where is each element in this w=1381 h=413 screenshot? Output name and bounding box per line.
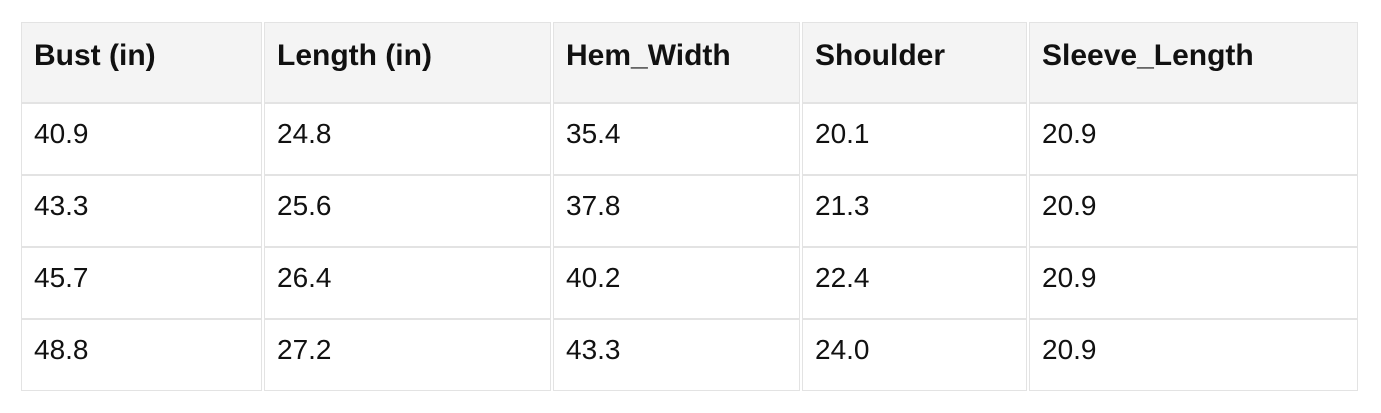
table-cell: 40.9 <box>21 103 262 175</box>
table-cell: 43.3 <box>553 319 800 391</box>
table-row: 45.7 26.4 40.2 22.4 20.9 <box>21 247 1358 319</box>
table-cell: 40.2 <box>553 247 800 319</box>
table-cell: 20.9 <box>1029 175 1358 247</box>
table-cell: 45.7 <box>21 247 262 319</box>
table-cell: 20.9 <box>1029 103 1358 175</box>
column-header-bust: Bust (in) <box>21 22 262 103</box>
table-cell: 27.2 <box>264 319 551 391</box>
table-cell: 26.4 <box>264 247 551 319</box>
column-header-sleeve-length: Sleeve_Length <box>1029 22 1358 103</box>
table-cell: 21.3 <box>802 175 1027 247</box>
table-cell: 20.1 <box>802 103 1027 175</box>
size-measurements-table: Bust (in) Length (in) Hem_Width Shoulder… <box>19 22 1360 391</box>
table-cell: 22.4 <box>802 247 1027 319</box>
table-cell: 25.6 <box>264 175 551 247</box>
table-cell: 20.9 <box>1029 247 1358 319</box>
table-cell: 35.4 <box>553 103 800 175</box>
table-cell: 24.8 <box>264 103 551 175</box>
table-row: 48.8 27.2 43.3 24.0 20.9 <box>21 319 1358 391</box>
table-row: 40.9 24.8 35.4 20.1 20.9 <box>21 103 1358 175</box>
column-header-shoulder: Shoulder <box>802 22 1027 103</box>
column-header-hem-width: Hem_Width <box>553 22 800 103</box>
table-cell: 43.3 <box>21 175 262 247</box>
table-cell: 20.9 <box>1029 319 1358 391</box>
page: Bust (in) Length (in) Hem_Width Shoulder… <box>0 22 1381 413</box>
table-cell: 37.8 <box>553 175 800 247</box>
table-cell: 24.0 <box>802 319 1027 391</box>
table-row: 43.3 25.6 37.8 21.3 20.9 <box>21 175 1358 247</box>
header-row: Bust (in) Length (in) Hem_Width Shoulder… <box>21 22 1358 103</box>
table-cell: 48.8 <box>21 319 262 391</box>
column-header-length: Length (in) <box>264 22 551 103</box>
